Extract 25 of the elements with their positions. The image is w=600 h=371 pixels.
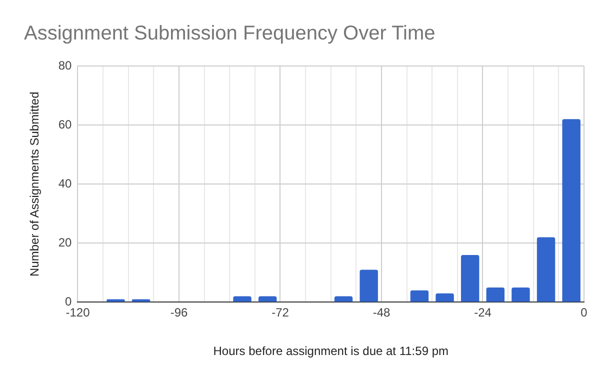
bar (258, 296, 277, 302)
bar (132, 299, 150, 302)
bar (334, 296, 353, 302)
x-tick-label: -48 (372, 306, 390, 320)
bar (106, 299, 125, 302)
bar (460, 254, 480, 302)
bar (436, 293, 454, 302)
y-tick-label: 20 (58, 235, 72, 250)
x-tick-label: 0 (580, 306, 588, 320)
x-tick-label: -72 (272, 306, 290, 320)
bar (410, 290, 429, 302)
bar (233, 296, 252, 302)
bar (512, 287, 530, 302)
x-tick-label: -24 (474, 306, 492, 320)
bar (562, 119, 580, 302)
x-axis-title: Hours before assignment is due at 11:59 pm (213, 344, 448, 358)
bar (360, 270, 378, 302)
chart-title: Assignment Submission Frequency Over Time (24, 22, 436, 45)
y-tick-label: 60 (58, 117, 72, 132)
y-tick-label: 40 (58, 176, 72, 190)
x-tick-label: -96 (170, 306, 188, 320)
bar (536, 237, 556, 302)
bar (486, 287, 505, 302)
y-tick-label: 80 (58, 58, 72, 72)
y-axis-title: Number of Assignments Submitted (28, 92, 42, 276)
